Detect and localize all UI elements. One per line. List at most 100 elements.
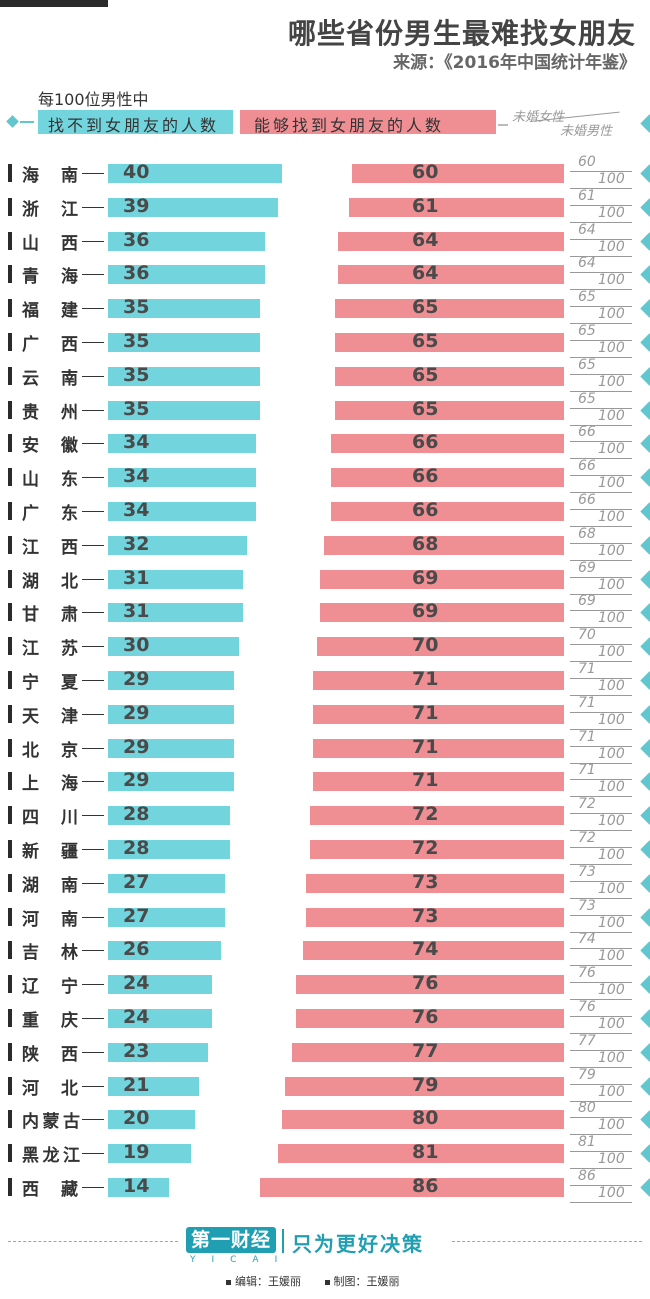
province-label: 海南 [22, 166, 80, 186]
fraction-numerator: 70 [578, 627, 596, 644]
fraction-underline [570, 390, 632, 392]
row-connector [82, 578, 104, 580]
fraction-numerator: 77 [578, 1032, 596, 1049]
row-connector [82, 984, 104, 986]
bar-cannot-find [108, 941, 222, 961]
diamond-icon [640, 367, 650, 386]
bar-can-find [352, 164, 564, 183]
province-label: 重庆 [22, 1011, 80, 1031]
diamond-icon [640, 1076, 650, 1096]
value-cannot-find: 29 [123, 668, 150, 690]
chart-row: 辽宁 24 76 76 100 [0, 965, 650, 1001]
province-label: 广东 [22, 504, 80, 524]
fraction-line [570, 306, 632, 308]
credits: 编辑：王媛丽 制图：王媛丽 [226, 1273, 420, 1289]
fraction-denominator: 100 [598, 441, 625, 458]
value-cannot-find: 39 [123, 194, 150, 217]
fraction-denominator: 100 [598, 948, 625, 965]
diamond-icon [640, 231, 650, 251]
value-can-find: 81 [412, 1141, 439, 1164]
fraction-numerator: 86 [578, 1168, 596, 1184]
diamond-icon [640, 198, 650, 217]
fraction-numerator: 81 [578, 1134, 596, 1151]
fraction-underline [570, 1134, 632, 1136]
bar-cannot-find [108, 197, 278, 217]
bar-cannot-find [108, 738, 235, 758]
province-label: 辽宁 [22, 977, 80, 998]
value-cannot-find: 19 [123, 1141, 150, 1164]
bar-cannot-find [108, 806, 230, 826]
bar-can-find [260, 1178, 564, 1197]
province-label: 北京 [22, 740, 80, 761]
row-marker [8, 772, 12, 791]
bar-can-find [334, 366, 564, 386]
row-marker [8, 1144, 12, 1163]
row-connector [82, 173, 104, 174]
diamond-icon [640, 468, 650, 487]
value-cannot-find: 23 [123, 1039, 150, 1062]
diamond-icon [640, 1043, 650, 1062]
bar-cannot-find [108, 1110, 195, 1130]
diamond-icon [640, 907, 650, 927]
fraction-underline [570, 965, 632, 967]
fraction-numerator: 61 [578, 187, 596, 204]
fraction-numerator: 66 [578, 458, 596, 475]
chart-row: 宁夏 29 71 71 100 [0, 661, 650, 697]
row-marker [8, 704, 12, 723]
province-label: 安徽 [22, 436, 80, 457]
row-connector [82, 1187, 104, 1188]
chart-row: 青海 36 64 64 100 [0, 255, 650, 291]
value-can-find: 71 [412, 769, 439, 792]
legend-unmarried-male: 未婚男性 [560, 124, 613, 139]
value-can-find: 76 [412, 972, 439, 995]
diamond-icon [640, 671, 650, 690]
fraction-numerator: 74 [578, 931, 596, 948]
row-connector [82, 1018, 104, 1019]
bar-cannot-find [108, 1178, 169, 1197]
value-cannot-find: 24 [123, 1006, 150, 1028]
row-marker [8, 1110, 12, 1129]
chart-row: 西藏 14 86 86 100 [0, 1168, 650, 1204]
bar-cannot-find [108, 434, 256, 454]
chart-row: 天津 29 71 71 100 [0, 695, 650, 731]
bar-can-find [306, 907, 564, 927]
bar-cannot-find [108, 1009, 213, 1028]
row-marker [8, 671, 12, 689]
fraction-numerator: 69 [578, 559, 596, 576]
fraction-numerator: 72 [578, 796, 596, 813]
fraction-line [570, 610, 632, 612]
bar-cannot-find [108, 333, 261, 352]
fraction-denominator: 100 [598, 306, 625, 323]
row-connector [82, 1119, 104, 1121]
page-title: 哪些省份男生最难找女朋友 [287, 17, 636, 50]
chart-row: 北京 29 71 71 100 [0, 729, 650, 765]
bar-cannot-find [108, 535, 248, 555]
fraction-line [570, 1151, 632, 1153]
row-connector [82, 511, 104, 512]
province-label: 陕西 [22, 1044, 80, 1065]
chart-row: 广东 34 66 66 100 [0, 492, 650, 528]
legend-can-find-label: 能够找到女朋友的人数 [254, 116, 445, 135]
fraction-underline [570, 188, 632, 189]
chart-row: 山东 34 66 66 100 [0, 458, 650, 494]
bar-cannot-find [108, 603, 243, 623]
value-cannot-find: 28 [123, 837, 150, 859]
fraction-numerator: 76 [578, 965, 596, 982]
fraction-denominator: 100 [598, 711, 625, 728]
value-cannot-find: 36 [123, 262, 150, 285]
fraction-line [570, 1185, 632, 1186]
value-can-find: 71 [412, 701, 439, 724]
chart-row: 四川 28 72 72 100 [0, 796, 650, 832]
row-connector [82, 240, 104, 242]
province-label: 福建 [22, 301, 80, 322]
fraction-numerator: 68 [578, 525, 596, 542]
row-marker [8, 468, 12, 487]
fraction-underline [570, 357, 632, 358]
fraction-line [570, 982, 632, 984]
footer-divider-right [452, 1241, 642, 1242]
fraction-underline [570, 255, 632, 257]
value-can-find: 74 [412, 938, 439, 961]
legend-dash-2 [498, 124, 508, 126]
fraction-line [570, 813, 632, 815]
value-cannot-find: 34 [123, 431, 150, 454]
